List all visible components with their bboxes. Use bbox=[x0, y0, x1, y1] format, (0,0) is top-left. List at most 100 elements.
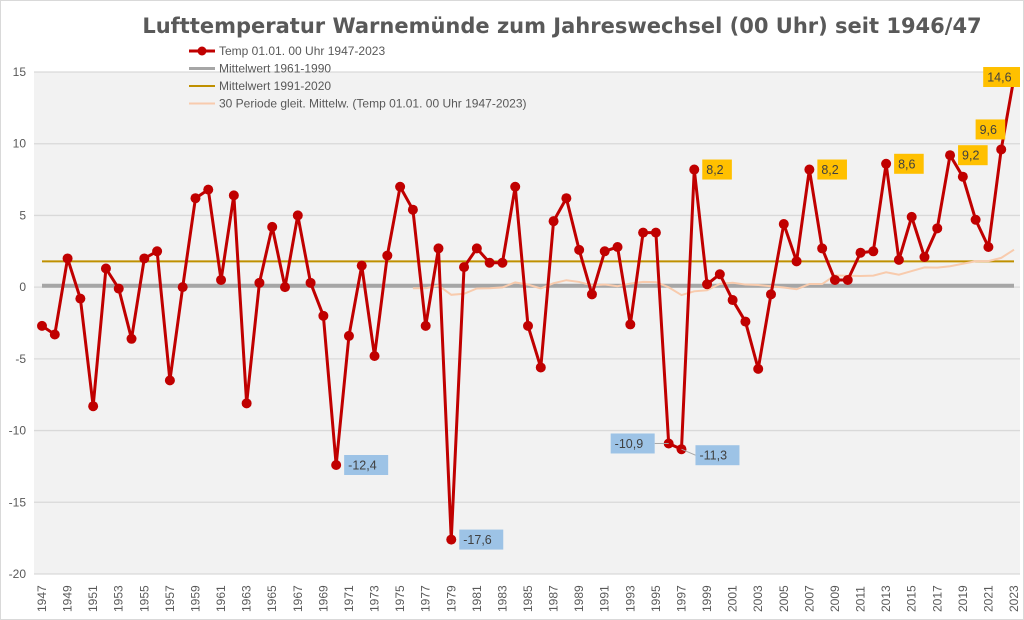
data-point bbox=[395, 181, 406, 192]
data-point bbox=[855, 247, 866, 258]
x-tick-label: 1985 bbox=[521, 585, 535, 612]
data-point bbox=[817, 243, 828, 254]
x-tick-label: 2019 bbox=[956, 585, 970, 612]
annotation-label: 14,6 bbox=[987, 71, 1011, 85]
data-point bbox=[433, 243, 444, 254]
data-point bbox=[139, 253, 150, 264]
annotation-label: -11,3 bbox=[699, 449, 727, 463]
data-point bbox=[113, 283, 124, 294]
data-point bbox=[753, 363, 764, 374]
data-point bbox=[727, 295, 738, 306]
data-point bbox=[548, 216, 559, 227]
data-point bbox=[49, 329, 60, 340]
data-point bbox=[407, 204, 418, 215]
legend-label: Mittelwert 1991-2020 bbox=[219, 79, 331, 93]
annotation-box bbox=[344, 454, 389, 475]
data-point bbox=[523, 320, 533, 331]
data-point bbox=[292, 210, 303, 221]
annotation-box bbox=[695, 445, 740, 466]
data-point bbox=[535, 362, 546, 373]
data-point bbox=[574, 244, 585, 255]
x-tick-label: 1977 bbox=[419, 585, 433, 612]
x-tick-label: 1979 bbox=[444, 585, 458, 612]
annotation-box bbox=[975, 119, 1006, 140]
data-point bbox=[318, 310, 329, 321]
x-tick-label: 1957 bbox=[163, 585, 177, 612]
x-tick-label: 2011 bbox=[854, 586, 868, 612]
x-tick-label: 1959 bbox=[188, 585, 202, 612]
annotation-label: 9,2 bbox=[962, 149, 979, 163]
moving-average-line bbox=[412, 248, 1015, 297]
data-point bbox=[497, 257, 508, 268]
x-tick-label: 1949 bbox=[61, 585, 75, 612]
data-point bbox=[791, 256, 802, 267]
annotation-label: 8,2 bbox=[821, 163, 838, 177]
x-tick-label: 2007 bbox=[802, 585, 816, 612]
data-point bbox=[280, 282, 290, 293]
data-point bbox=[177, 282, 188, 293]
x-tick-label: 2009 bbox=[828, 585, 842, 612]
annotation-box bbox=[894, 153, 924, 174]
x-tick-label: 1965 bbox=[265, 585, 279, 612]
data-point bbox=[100, 263, 111, 274]
x-tick-label: 1981 bbox=[470, 585, 484, 612]
data-point bbox=[510, 181, 521, 192]
data-point bbox=[561, 193, 572, 204]
data-point bbox=[829, 274, 840, 285]
data-point bbox=[216, 274, 227, 285]
data-point bbox=[625, 319, 636, 330]
data-point bbox=[75, 293, 86, 304]
legend-marker-dot bbox=[197, 46, 207, 56]
x-tick-label: 2003 bbox=[751, 585, 765, 612]
data-point bbox=[369, 350, 380, 361]
y-tick-label: -20 bbox=[9, 567, 27, 581]
x-tick-label: 1995 bbox=[649, 585, 663, 612]
x-tick-label: 1961 bbox=[214, 585, 228, 612]
data-point bbox=[62, 253, 73, 264]
data-point bbox=[842, 274, 853, 285]
chart-title: Lufttemperatur Warnemünde zum Jahreswech… bbox=[142, 14, 981, 38]
x-tick-label: 1975 bbox=[393, 585, 407, 612]
data-point bbox=[382, 250, 393, 261]
x-tick-label: 2017 bbox=[930, 585, 944, 612]
data-point bbox=[919, 252, 930, 263]
data-point bbox=[446, 534, 457, 545]
annotation-box bbox=[817, 159, 847, 180]
annotation-label: 8,6 bbox=[898, 157, 915, 171]
data-point bbox=[868, 246, 879, 257]
y-tick-label: -15 bbox=[9, 495, 27, 509]
data-point bbox=[126, 333, 137, 344]
x-tick-label: 1967 bbox=[291, 585, 305, 612]
x-tick-label: 1983 bbox=[495, 585, 509, 612]
data-point bbox=[689, 164, 700, 175]
data-point bbox=[267, 221, 278, 232]
x-tick-label: 2013 bbox=[879, 585, 893, 612]
x-tick-label: 1963 bbox=[240, 585, 254, 612]
y-tick-label: 15 bbox=[13, 65, 27, 79]
data-point bbox=[37, 320, 47, 331]
legend-label: Mittelwert 1961-1990 bbox=[219, 62, 331, 76]
x-tick-label: 1991 bbox=[598, 585, 612, 612]
data-point bbox=[88, 401, 99, 412]
y-tick-label: 5 bbox=[19, 208, 26, 222]
x-tick-label: 1955 bbox=[137, 585, 151, 612]
data-point bbox=[420, 320, 431, 331]
data-point bbox=[650, 227, 661, 238]
data-point bbox=[612, 241, 623, 252]
data-point bbox=[714, 269, 725, 280]
annotation-label: 9,6 bbox=[980, 123, 997, 137]
data-point bbox=[254, 277, 265, 288]
data-point bbox=[484, 257, 495, 268]
data-point bbox=[331, 459, 342, 470]
data-point bbox=[983, 241, 994, 252]
data-point bbox=[957, 171, 968, 182]
data-point bbox=[586, 289, 597, 300]
x-tick-label: 2021 bbox=[981, 585, 995, 612]
y-tick-label: 0 bbox=[19, 280, 26, 294]
x-tick-label: 1947 bbox=[35, 585, 49, 612]
data-point bbox=[778, 219, 789, 230]
data-point bbox=[881, 158, 892, 169]
data-point bbox=[638, 227, 649, 238]
x-tick-label: 1987 bbox=[547, 585, 561, 612]
